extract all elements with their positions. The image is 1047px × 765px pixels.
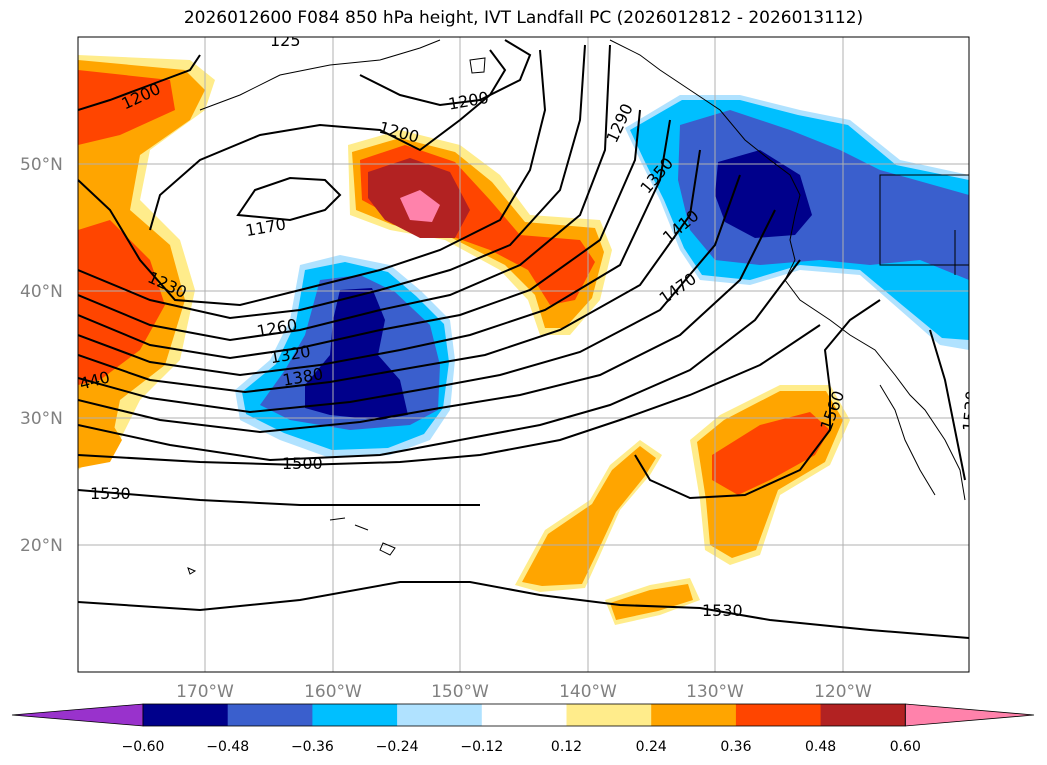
contour-1260 — [78, 44, 586, 320]
colorbar-segment — [735, 704, 822, 726]
lon-label-160w: 160°W — [304, 682, 362, 702]
graticule — [78, 37, 969, 672]
contour-1350 — [78, 119, 671, 377]
lat-label-40n: 40°N — [20, 282, 63, 302]
contour-1560 — [634, 299, 881, 500]
colorbar-tick: 0.12 — [551, 739, 582, 755]
lon-label-140w: 140°W — [559, 682, 617, 702]
contour-label: 1530 — [90, 484, 131, 503]
contour-1320 — [78, 109, 641, 360]
contour-label: 125 — [270, 31, 301, 50]
colorbar-tick: −0.48 — [206, 739, 249, 755]
contour-1170 — [236, 176, 342, 222]
contour-1230 — [78, 49, 547, 307]
colorbar-tick: 0.36 — [720, 739, 751, 755]
contour-label: 1530 — [702, 601, 743, 620]
contour-label: 1530 — [959, 390, 981, 432]
colorbar-segment — [820, 704, 906, 726]
colorbar-segment — [312, 704, 398, 726]
colorbar-extend-max — [904, 703, 1035, 727]
lon-label-150w: 150°W — [431, 682, 489, 702]
contour-1200-west — [78, 54, 201, 111]
colorbar: −0.60 −0.48 −0.36 −0.24 −0.12 0.12 0.24 … — [11, 703, 1035, 755]
contour-1470 — [78, 259, 801, 462]
shade-positive-subtropical-a-orange — [522, 446, 656, 586]
contour-1500 — [78, 324, 821, 467]
contour-label: 1200 — [447, 88, 490, 114]
lon-labels: 170°W 160°W 150°W 140°W 130°W 120°W — [176, 682, 872, 702]
lat-label-20n: 20°N — [20, 536, 63, 556]
colorbar-segment — [397, 704, 483, 726]
shade-negative-ne-navy — [715, 150, 812, 238]
colorbar-tick: −0.24 — [376, 739, 419, 755]
lat-label-30n: 30°N — [20, 409, 63, 429]
map-title: 2026012600 F084 850 hPa height, IVT Land… — [183, 8, 864, 28]
contour-1290 — [78, 44, 611, 342]
colorbar-segment — [566, 704, 652, 726]
colorbar-tick: 0.60 — [890, 739, 921, 755]
coastlines — [187, 39, 969, 575]
colorbar-ticks: −0.60 −0.48 −0.36 −0.24 −0.12 0.12 0.24 … — [122, 739, 921, 755]
contour-label: 1170 — [244, 214, 287, 240]
contour-1410 — [78, 174, 741, 414]
contour-1530-east — [929, 329, 966, 481]
colorbar-segment — [481, 704, 567, 726]
lat-label-50n: 50°N — [20, 155, 63, 175]
colorbar-tick: −0.60 — [122, 739, 165, 755]
shade-positive-nw-red-top — [78, 70, 175, 145]
map-frame — [77, 36, 970, 673]
height-contours — [78, 39, 969, 639]
contour-label: 1470 — [656, 269, 700, 308]
contour-1440 — [78, 209, 776, 434]
colorbar-segment — [143, 704, 229, 726]
colorbar-tick: 0.24 — [636, 739, 667, 755]
colorbar-segment — [227, 704, 313, 726]
colorbar-segments — [11, 703, 1035, 727]
contour-1380 — [78, 149, 701, 394]
shade-negative-ne-blue — [678, 110, 969, 280]
colorbar-outline — [142, 703, 906, 727]
shaded-fields — [78, 55, 969, 625]
contour-1200-north — [359, 39, 532, 107]
contour-1530-low — [78, 581, 969, 639]
map-canvas: 1200 1200 1200 1170 1230 1260 1320 1380 … — [78, 31, 981, 672]
lon-label-120w: 120°W — [814, 682, 872, 702]
colorbar-segment — [651, 704, 737, 726]
lon-label-130w: 130°W — [686, 682, 744, 702]
shade-positive-central-pink — [400, 190, 440, 222]
colorbar-tick: −0.36 — [291, 739, 334, 755]
colorbar-tick: −0.12 — [460, 739, 503, 755]
colorbar-extend-min — [11, 703, 144, 727]
contour-1200-central — [149, 49, 507, 231]
lon-label-170w: 170°W — [176, 682, 234, 702]
colorbar-tick: 0.48 — [805, 739, 836, 755]
shade-positive-subtropical-c-orange — [610, 584, 693, 620]
shade-positive-subtropical-b-red — [712, 412, 830, 495]
contour-1530-south — [78, 489, 480, 506]
lat-labels: 50°N 40°N 30°N 20°N — [20, 155, 63, 556]
contour-label: 1500 — [282, 454, 323, 473]
shade-negative-central-navy — [305, 288, 408, 420]
